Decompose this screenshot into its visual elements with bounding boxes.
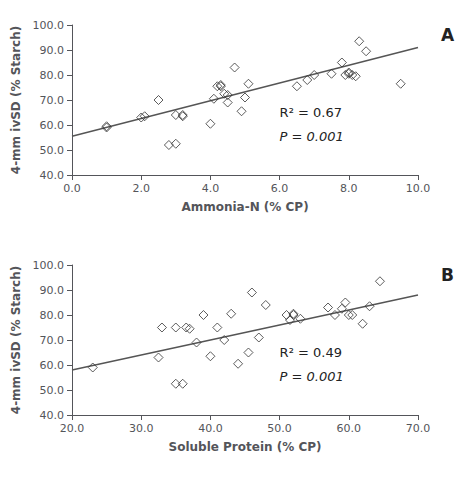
- svg-text:40.0: 40.0: [198, 422, 223, 435]
- svg-text:70.0: 70.0: [40, 94, 65, 107]
- svg-text:50.0: 50.0: [267, 422, 292, 435]
- svg-text:B: B: [441, 265, 454, 285]
- svg-text:50.0: 50.0: [40, 384, 65, 397]
- svg-text:0.0: 0.0: [63, 182, 81, 195]
- svg-text:8.0: 8.0: [340, 182, 358, 195]
- svg-text:90.0: 90.0: [40, 284, 65, 297]
- svg-text:40.0: 40.0: [40, 169, 65, 182]
- svg-text:A: A: [441, 25, 455, 45]
- svg-text:30.0: 30.0: [129, 422, 154, 435]
- svg-text:R² = 0.49: R² = 0.49: [280, 345, 342, 360]
- svg-text:70.0: 70.0: [406, 422, 431, 435]
- svg-text:40.0: 40.0: [40, 409, 65, 422]
- svg-text:6.0: 6.0: [271, 182, 289, 195]
- svg-text:Ammonia-N (% CP): Ammonia-N (% CP): [181, 200, 308, 214]
- svg-text:60.0: 60.0: [40, 119, 65, 132]
- svg-text:10.0: 10.0: [406, 182, 431, 195]
- svg-text:60.0: 60.0: [337, 422, 362, 435]
- svg-text:90.0: 90.0: [40, 44, 65, 57]
- svg-text:20.0: 20.0: [60, 422, 85, 435]
- svg-text:100.0: 100.0: [33, 19, 65, 32]
- svg-text:60.0: 60.0: [40, 359, 65, 372]
- svg-text:80.0: 80.0: [40, 69, 65, 82]
- svg-text:Soluble Protein (% CP): Soluble Protein (% CP): [169, 440, 322, 454]
- svg-text:P = 0.001: P = 0.001: [280, 129, 344, 144]
- svg-text:R² = 0.67: R² = 0.67: [280, 105, 342, 120]
- svg-text:P = 0.001: P = 0.001: [280, 369, 344, 384]
- svg-text:70.0: 70.0: [40, 334, 65, 347]
- svg-text:50.0: 50.0: [40, 144, 65, 157]
- svg-text:4-mm ivSD (% Starch): 4-mm ivSD (% Starch): [9, 26, 23, 174]
- svg-text:80.0: 80.0: [40, 309, 65, 322]
- svg-text:4-mm ivSD (% Starch): 4-mm ivSD (% Starch): [9, 266, 23, 414]
- svg-text:100.0: 100.0: [33, 259, 65, 272]
- svg-text:4.0: 4.0: [202, 182, 220, 195]
- svg-text:2.0: 2.0: [132, 182, 150, 195]
